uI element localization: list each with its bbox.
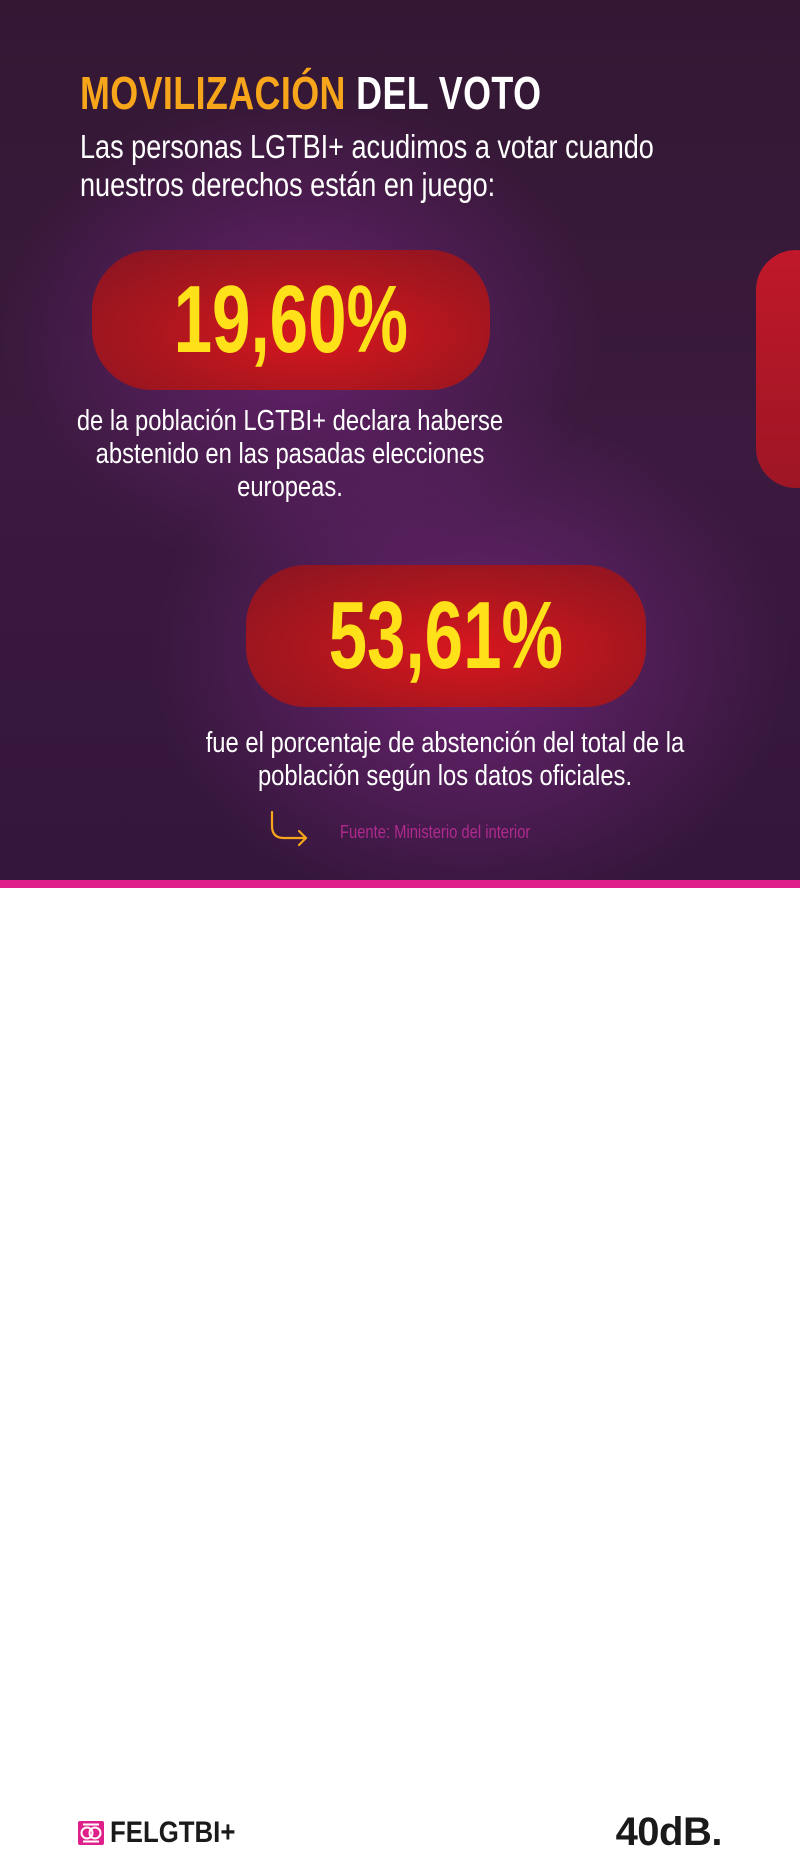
decorative-edge-pill xyxy=(756,250,800,488)
intro-text: Las personas LGTBI+ acudimos a votar cua… xyxy=(80,128,654,203)
40db-logo: 40dB. xyxy=(615,1810,723,1854)
source-note: Fuente: Ministerio del interior xyxy=(340,822,531,842)
title-rest: DEL VOTO xyxy=(356,67,542,119)
stat-pill-abstention-total: 53,61% xyxy=(246,565,646,707)
stat-pill-abstention-lgtbi: 19,60% xyxy=(92,250,490,390)
stat-value: 53,61% xyxy=(328,582,564,689)
footer-divider xyxy=(0,880,800,888)
felgtbi-wordmark: FELGTBI+ xyxy=(110,1816,236,1849)
felgtbi-logo-icon xyxy=(78,1821,104,1845)
footer: FELGTBI+ 40dB. xyxy=(0,888,800,1852)
felgtbi-logo: FELGTBI+ xyxy=(78,1818,256,1848)
stat-caption: de la población LGTBI+ declara haberse a… xyxy=(76,405,504,503)
stat-value: 19,60% xyxy=(173,266,409,373)
stat-caption: fue el porcentaje de abstención del tota… xyxy=(205,727,685,792)
title-accent: MOVILIZACIÓN xyxy=(80,67,346,119)
arrow-turn-right-icon xyxy=(270,810,308,847)
page-title: MOVILIZACIÓN DEL VOTO xyxy=(80,70,541,116)
infographic-poster: MOVILIZACIÓN DEL VOTO Las personas LGTBI… xyxy=(0,0,800,880)
